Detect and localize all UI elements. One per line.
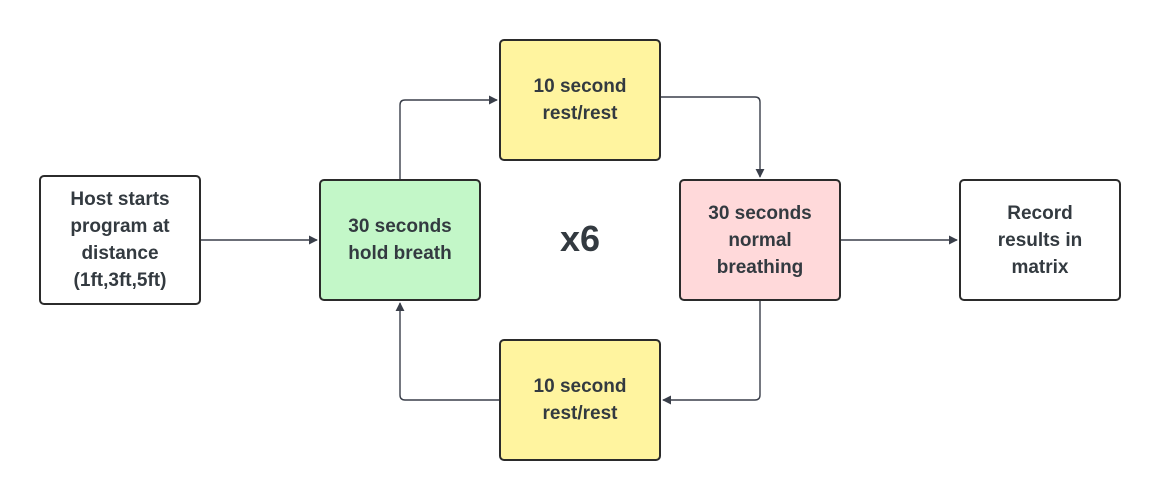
normal-breathing-label: 30 seconds normal breathing (708, 202, 812, 278)
rest-top-node: 10 second rest/rest (499, 39, 661, 161)
rest-bottom-node: 10 second rest/rest (499, 339, 661, 461)
connector-normal-to-rest-bottom (662, 301, 761, 405)
normal-breathing-node: 30 seconds normal breathing (679, 179, 841, 301)
host-starts-program-label: Host starts program at distance (1ft,3ft… (70, 189, 170, 291)
rest-bottom-label: 10 second rest/rest (533, 376, 627, 424)
repeat-count-label: x6 (559, 218, 601, 259)
connector-rest-top-to-normal (661, 96, 765, 178)
host-starts-program-node: Host starts program at distance (1ft,3ft… (39, 175, 201, 305)
hold-breath-node: 30 seconds hold breath (319, 179, 481, 301)
rest-top-label: 10 second rest/rest (533, 76, 627, 124)
hold-breath-label: 30 seconds hold breath (348, 216, 452, 264)
record-results-label: Record results in matrix (997, 202, 1083, 278)
connector-hold-to-rest-top (399, 95, 498, 179)
record-results-node: Record results in matrix (959, 179, 1121, 301)
connector-rest-bottom-to-hold (395, 302, 499, 401)
